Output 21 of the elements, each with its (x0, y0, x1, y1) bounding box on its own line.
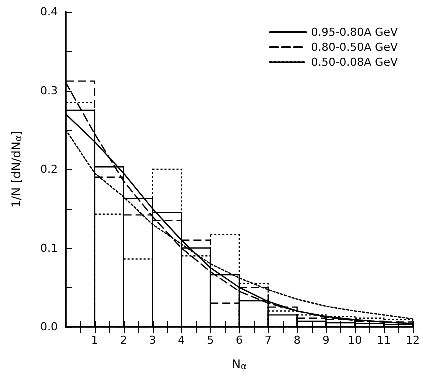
x-tick-label: 10 (348, 334, 362, 347)
x-tick-label: 2 (120, 334, 128, 347)
x-tick-label: 9 (322, 334, 330, 347)
y-tick-label: 0.2 (40, 163, 58, 176)
x-tick-label: 1 (91, 334, 98, 347)
x-tick-label: 7 (264, 334, 272, 347)
x-tick-label: 11 (377, 334, 392, 347)
legend-label: 0.80-0.50A GeV (311, 41, 398, 54)
x-tick-label: 6 (236, 334, 243, 347)
legend-label: 0.50-0.08A GeV (311, 56, 398, 69)
y-tick-label: 0.3 (40, 84, 58, 98)
x-tick-label: 12 (406, 334, 420, 347)
x-tick-label: 3 (149, 334, 156, 347)
x-tick-label: 5 (207, 334, 214, 347)
legend-label: 0.95-0.80A GeV (311, 26, 398, 39)
y-tick-label: 0.0 (40, 320, 58, 334)
y-axis-title: 1/N [dN/dNα] (10, 131, 24, 208)
x-tick-label: 4 (178, 334, 186, 347)
x-tick-label: 8 (294, 334, 301, 347)
y-tick-label: 0.4 (40, 6, 58, 18)
y-tick-label: 0.1 (40, 242, 58, 255)
